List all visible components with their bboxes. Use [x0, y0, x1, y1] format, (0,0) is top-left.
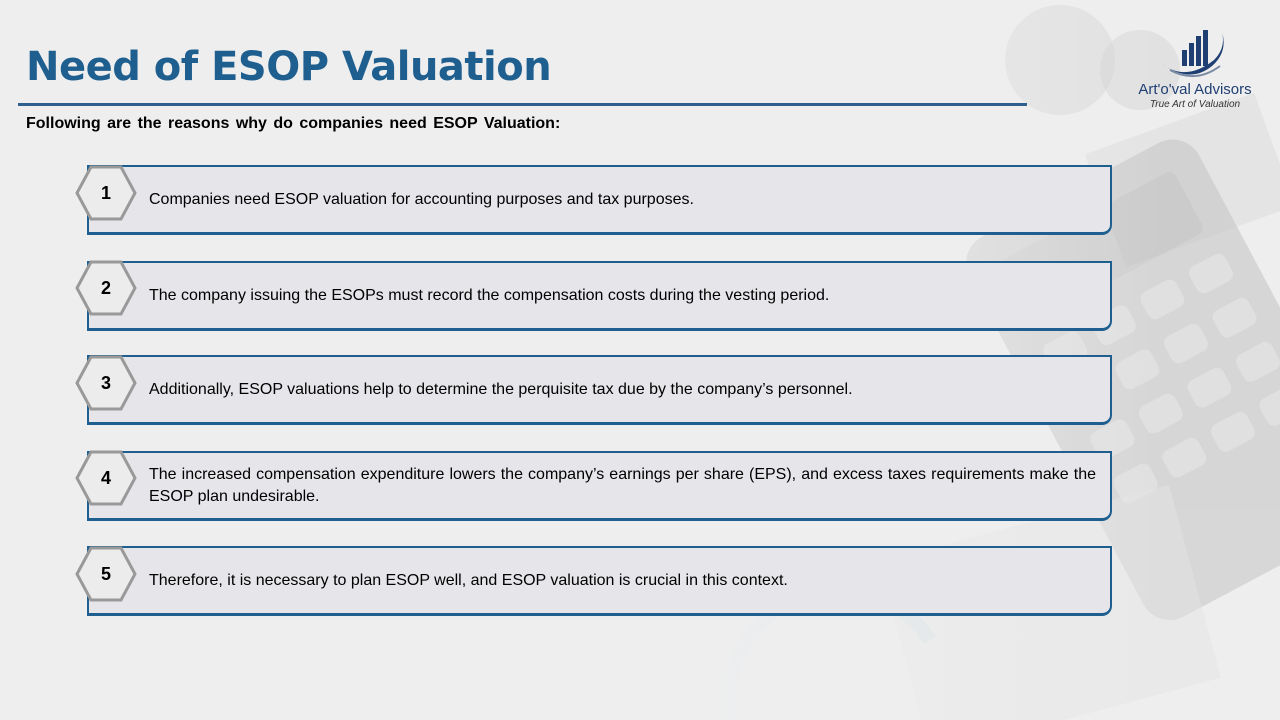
item-number: 1 [100, 183, 111, 203]
list-item: The company issuing the ESOPs must recor… [87, 261, 1112, 331]
hexagon-icon [75, 260, 137, 316]
logo-name: Art'o'val Advisors [1138, 81, 1252, 98]
item-text: The company issuing the ESOPs must recor… [149, 286, 830, 304]
page-title: Need of ESOP Valuation [26, 44, 552, 90]
number-badge: 4 [75, 450, 137, 506]
company-logo: Art'o'val Advisors True Art of Valuation [1130, 26, 1260, 112]
item-number: 3 [100, 373, 111, 393]
item-text: Therefore, it is necessary to plan ESOP … [149, 571, 788, 589]
item-text: Companies need ESOP valuation for accoun… [149, 190, 694, 208]
item-number: 4 [100, 468, 111, 488]
hexagon-icon [75, 355, 137, 411]
item-text: The increased compensation expenditure l… [149, 465, 1096, 505]
list-item: Companies need ESOP valuation for accoun… [87, 165, 1112, 235]
number-badge: 2 [75, 260, 137, 316]
item-number: 5 [100, 564, 111, 584]
number-badge: 1 [75, 165, 137, 221]
hexagon-icon [75, 546, 137, 602]
intro-text: Following are the reasons why do compani… [26, 115, 561, 132]
number-badge: 3 [75, 355, 137, 411]
list-item: Therefore, it is necessary to plan ESOP … [87, 546, 1112, 616]
logo-tagline: True Art of Valuation [1149, 99, 1241, 110]
bar-chart-swoosh-icon [1162, 30, 1224, 77]
list-item: Additionally, ESOP valuations help to de… [87, 355, 1112, 425]
number-badge: 5 [75, 546, 137, 602]
item-text: Additionally, ESOP valuations help to de… [149, 380, 853, 398]
item-number: 2 [100, 278, 111, 298]
title-underline [18, 103, 1027, 106]
list-item: The increased compensation expenditure l… [87, 451, 1112, 521]
hexagon-icon [75, 165, 137, 221]
hexagon-icon [75, 450, 137, 506]
